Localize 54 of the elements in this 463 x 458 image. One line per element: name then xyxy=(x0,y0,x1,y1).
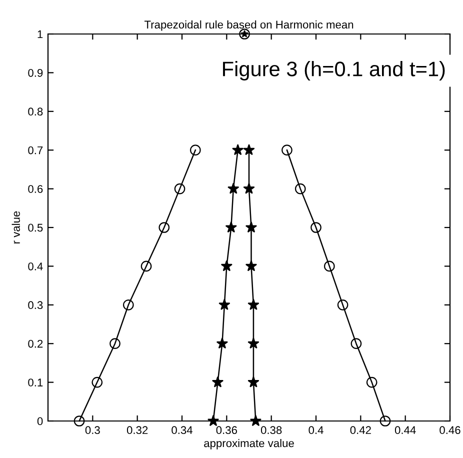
point xyxy=(337,299,348,310)
y-tick-label: 0.7 xyxy=(28,146,43,154)
point xyxy=(366,376,378,388)
x-tick-label: 0.42 xyxy=(350,426,371,434)
y-tick-label: 0.9 xyxy=(28,68,43,77)
y-axis-title: r value xyxy=(12,211,20,244)
point xyxy=(350,338,362,350)
point xyxy=(245,260,258,272)
point xyxy=(110,338,120,350)
point xyxy=(232,144,244,156)
point xyxy=(294,183,306,194)
point xyxy=(92,376,103,388)
point xyxy=(218,298,230,310)
point xyxy=(248,298,260,310)
point xyxy=(282,144,292,156)
x-tick-label: 0.34 xyxy=(172,426,192,434)
point xyxy=(243,182,255,194)
point xyxy=(190,144,201,156)
point xyxy=(310,222,322,233)
point xyxy=(174,183,186,194)
point xyxy=(212,376,224,388)
y-tick-label: 0.5 xyxy=(28,224,43,232)
x-axis-title: approximate value xyxy=(204,438,294,450)
x-tick-label: 0.3 xyxy=(85,426,100,434)
point xyxy=(243,144,255,156)
point xyxy=(216,337,228,349)
y-tick-label: 0.4 xyxy=(28,262,43,270)
x-tick-label: 0.4 xyxy=(308,426,324,434)
x-tick-label: 0.38 xyxy=(260,426,282,434)
point xyxy=(140,260,152,272)
point xyxy=(74,416,85,426)
y-tick-label: 0.6 xyxy=(28,185,43,193)
y-tick-label: 1 xyxy=(38,30,43,38)
y-tick-label: 0.3 xyxy=(28,301,43,310)
y-tick-label: 0.2 xyxy=(28,340,43,348)
point xyxy=(245,221,258,233)
point xyxy=(122,299,134,310)
point xyxy=(228,182,240,194)
x-tick-label: 0.46 xyxy=(440,426,460,434)
chart-title: Trapezoidal rule based on Harmonic mean xyxy=(144,20,354,31)
x-tick-label: 0.44 xyxy=(394,426,416,434)
point xyxy=(248,376,260,388)
annotation: Figure 3 (h=0.1 and t=1) xyxy=(223,61,445,80)
y-tick-label: 0 xyxy=(37,417,43,426)
point xyxy=(220,260,233,272)
point xyxy=(248,337,260,349)
x-tick-label: 0.32 xyxy=(126,426,148,434)
y-tick-label: 0.1 xyxy=(28,378,43,386)
point xyxy=(225,221,237,233)
y-tick-label: 0.8 xyxy=(28,108,43,116)
point xyxy=(324,260,335,272)
point xyxy=(158,222,170,233)
point xyxy=(380,416,391,426)
x-tick-label: 0.36 xyxy=(216,426,237,434)
